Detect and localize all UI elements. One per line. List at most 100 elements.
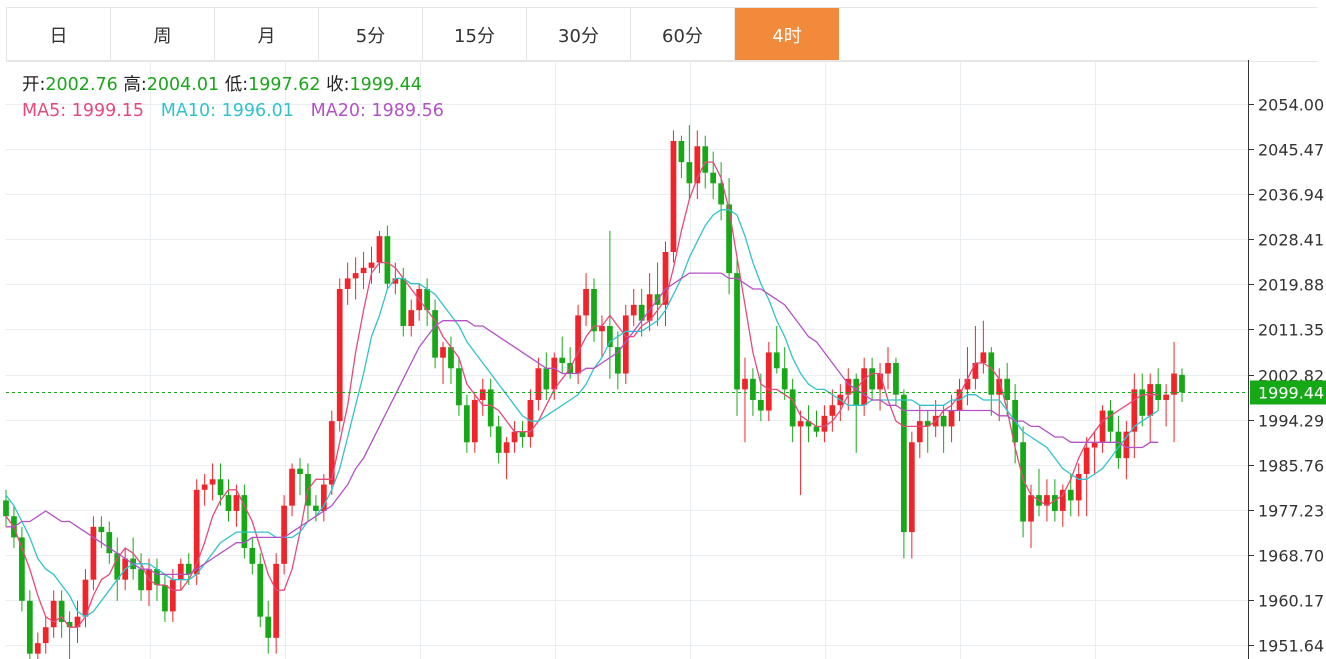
candle-body	[479, 389, 486, 400]
tab-week[interactable]: 周	[111, 8, 215, 61]
tab-5min[interactable]: 5分	[319, 8, 423, 61]
candle-body	[66, 621, 73, 628]
high-value: 2004.01	[146, 75, 220, 95]
candle-body	[1020, 442, 1026, 522]
candle-body	[42, 627, 49, 644]
candle-body	[1107, 410, 1114, 432]
candle-body	[1052, 495, 1058, 511]
ma5-label: MA5:	[22, 101, 67, 121]
candle-body	[869, 368, 875, 390]
low-value: 1997.62	[248, 75, 321, 95]
candle-body	[996, 378, 1003, 395]
candle-body	[328, 421, 335, 485]
candle-body	[662, 251, 669, 305]
candle-body	[1147, 384, 1154, 416]
candle-body	[599, 325, 605, 332]
candle-body	[34, 643, 41, 654]
tab-15min[interactable]: 15分	[423, 8, 527, 61]
candle-body	[1179, 374, 1185, 393]
open-label: 开:	[22, 75, 46, 95]
candle-body	[209, 479, 216, 485]
ma10-label: MA10:	[160, 101, 216, 121]
candle-body	[734, 273, 740, 390]
y-tick-label: 1994.29	[1258, 412, 1324, 431]
last-price-label: 1999.44	[1258, 384, 1324, 403]
candle-body	[829, 405, 836, 416]
candlestick-chart[interactable]: 2054.00 2045.47 2036.94 2028.41 2019.88 2011.…	[0, 60, 1326, 659]
candle-body	[1004, 378, 1011, 400]
candle-body	[559, 357, 566, 363]
close-label: 收:	[326, 75, 350, 95]
ma5-value: 1999.15	[71, 101, 145, 121]
candle-body	[750, 378, 756, 400]
y-tick-label: 1951.64	[1258, 637, 1324, 656]
ma10-line	[5, 209, 1159, 618]
candle-body	[1139, 389, 1146, 416]
candle-body	[710, 172, 717, 184]
candle-body	[646, 294, 653, 321]
candle-body	[924, 421, 931, 427]
candle-body	[988, 352, 995, 395]
candle-body	[813, 426, 820, 432]
ma20-label: MA20:	[310, 101, 366, 121]
candle-body	[249, 547, 256, 564]
candle-body	[1044, 495, 1050, 506]
tab-60min[interactable]: 60分	[631, 8, 735, 61]
candle-body	[1123, 431, 1130, 459]
tab-30min[interactable]: 30分	[527, 8, 631, 61]
candle-body	[583, 288, 589, 316]
candle-body	[177, 563, 184, 580]
candle-body	[789, 389, 796, 427]
candle-body	[98, 526, 105, 533]
candle-body	[289, 468, 295, 506]
candle-body	[551, 357, 558, 390]
candle-body	[670, 140, 677, 252]
tab-day[interactable]: 日	[7, 8, 111, 61]
candle-body	[805, 421, 812, 427]
candle-body	[916, 421, 923, 443]
candle-body	[90, 526, 97, 580]
candle-body	[702, 146, 709, 173]
candle-body	[26, 600, 33, 654]
candle-body	[575, 315, 581, 374]
candle-body	[527, 399, 534, 437]
candle-body	[74, 616, 81, 628]
candle-body	[622, 315, 629, 374]
candle-body	[225, 495, 232, 511]
y-tick-label: 2045.47	[1258, 141, 1324, 160]
ma-legend: MA5: 1999.15 MA10: 1996.01 MA20: 1989.56	[22, 100, 444, 122]
y-tick-label: 2036.94	[1258, 186, 1324, 205]
candle-body	[154, 569, 160, 585]
candle-body	[360, 267, 367, 274]
candle-body	[471, 399, 478, 443]
candle-body	[503, 442, 510, 453]
candle-body	[193, 489, 200, 575]
candle-body	[1059, 489, 1066, 511]
y-tick-label: 1968.70	[1258, 547, 1324, 566]
y-tick-label: 1985.76	[1258, 457, 1324, 476]
ohlc-legend: 开:2002.76 高:2004.01 低:1997.62 收:1999.44	[22, 74, 422, 96]
candle-body	[543, 368, 550, 390]
tab-month[interactable]: 月	[215, 8, 319, 61]
candle-body	[607, 325, 613, 348]
candle-body	[233, 495, 240, 511]
candle-body	[424, 288, 430, 311]
tab-4hour[interactable]: 4时	[735, 8, 839, 61]
candle-body	[281, 505, 287, 564]
candle-body	[487, 389, 494, 427]
candle-body	[765, 352, 772, 411]
candle-body	[1075, 473, 1082, 501]
candle-body	[614, 347, 621, 374]
candle-body	[797, 421, 804, 427]
candle-body	[50, 600, 57, 628]
candle-body	[535, 368, 542, 400]
candle-body	[678, 140, 685, 163]
candle-body	[1131, 389, 1138, 432]
candle-body	[376, 236, 383, 263]
candle-body	[638, 304, 645, 321]
candle-body	[1163, 394, 1169, 400]
candle-body	[511, 431, 518, 443]
candle-body	[114, 553, 121, 580]
candle-body	[344, 278, 351, 289]
candle-body	[845, 378, 852, 395]
